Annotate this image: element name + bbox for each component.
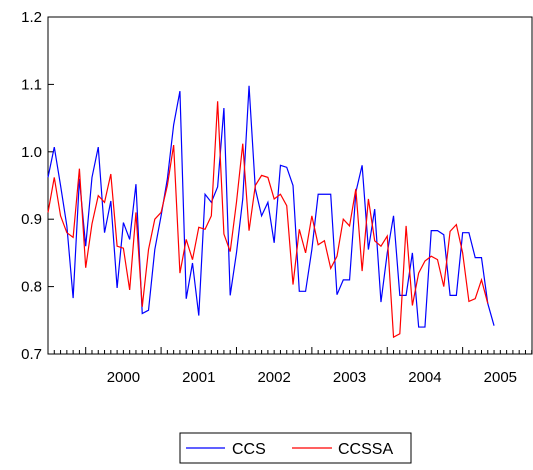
x-axis: 2000 2001 2002 2003 2004 2005: [54, 347, 531, 386]
y-tick-label: 1.0: [21, 144, 42, 161]
x-tick-label: 2000: [107, 369, 140, 386]
plot-area-frame: [48, 17, 532, 354]
y-tick-label: 0.9: [21, 211, 42, 228]
x-tick-label: 2001: [182, 369, 215, 386]
y-tick-label: 1.2: [21, 9, 42, 26]
y-tick-label: 0.7: [21, 346, 42, 363]
x-tick-label: 2002: [257, 369, 290, 386]
series-line-ccssa: [48, 101, 488, 337]
series-line-ccs: [48, 86, 494, 327]
x-tick-label: 2004: [408, 369, 441, 386]
legend: CCS CCSSA: [180, 433, 411, 463]
series-layer: [48, 86, 494, 337]
x-tick-label: 2005: [484, 369, 517, 386]
x-tick-label: 2003: [333, 369, 366, 386]
legend-label-ccs: CCS: [232, 441, 266, 458]
y-tick-label: 0.8: [21, 279, 42, 296]
y-tick-label: 1.1: [21, 76, 42, 93]
legend-label-ccssa: CCSSA: [338, 441, 393, 458]
y-axis: 0.7 0.8 0.9 1.0 1.1 1.2: [21, 9, 54, 363]
